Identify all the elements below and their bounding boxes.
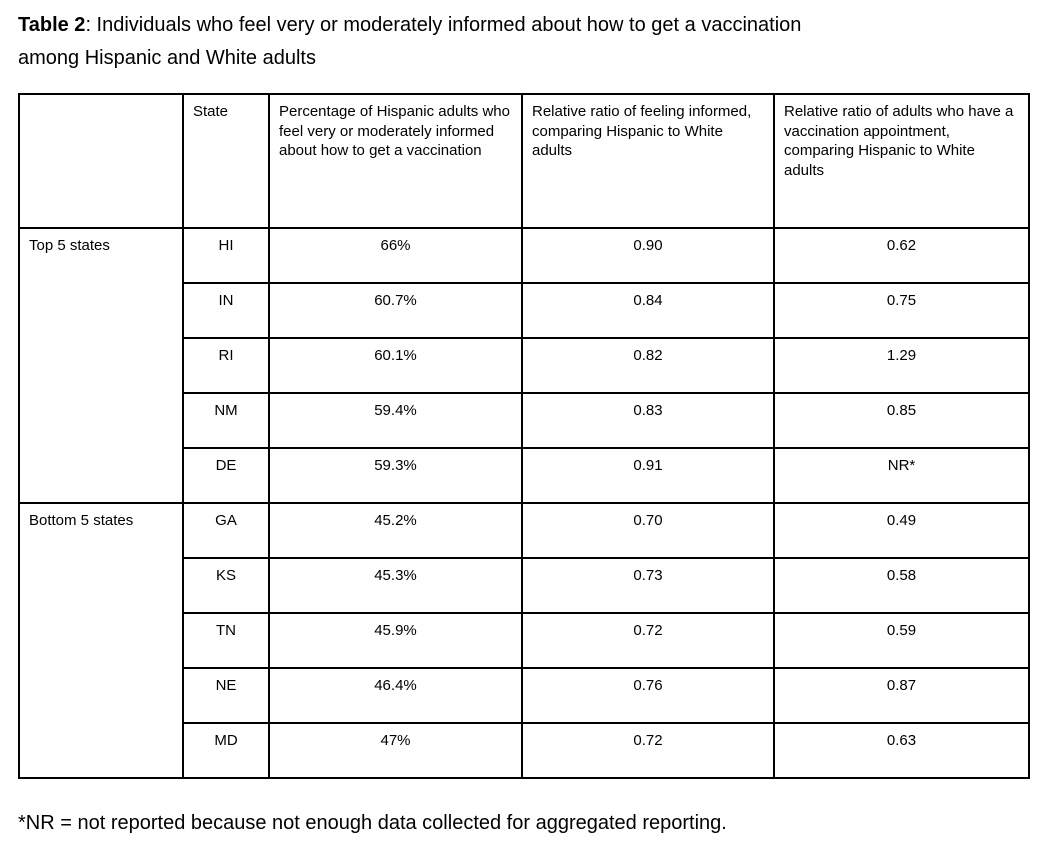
cell-state: MD	[182, 722, 270, 779]
cell-ratio-appointment: 0.85	[773, 392, 1030, 449]
cell-state: TN	[182, 612, 270, 669]
cell-percent: 45.2%	[268, 502, 523, 559]
table-row: IN 60.7% 0.84 0.75	[19, 282, 1030, 339]
table-title-label: Table 2	[18, 14, 86, 36]
cell-state: NE	[182, 667, 270, 724]
cell-state: NM	[182, 392, 270, 449]
table-title: Table 2: Individuals who feel very or mo…	[18, 9, 801, 75]
cell-state: RI	[182, 337, 270, 394]
cell-percent: 66%	[268, 227, 523, 284]
header-row: State Percentage of Hispanic adults who …	[18, 93, 1030, 229]
data-table: State Percentage of Hispanic adults who …	[18, 93, 1030, 779]
cell-state: GA	[182, 502, 270, 559]
cell-percent: 46.4%	[268, 667, 523, 724]
header-empty	[18, 93, 184, 229]
table-title-line1: Table 2: Individuals who feel very or mo…	[18, 9, 801, 42]
cell-state: KS	[182, 557, 270, 614]
cell-ratio-appointment: 0.75	[773, 282, 1030, 339]
cell-ratio-appointment: 0.58	[773, 557, 1030, 614]
group-label-bottom5: Bottom 5 states	[18, 502, 184, 779]
table-row: KS 45.3% 0.73 0.58	[19, 557, 1030, 614]
table-row: NM 59.4% 0.83 0.85	[19, 392, 1030, 449]
table-row: Bottom 5 states GA 45.2% 0.70 0.49	[18, 502, 1030, 779]
column-header-state: State	[182, 93, 270, 229]
cell-ratio-informed: 0.90	[521, 227, 775, 284]
cell-ratio-informed: 0.72	[521, 612, 775, 669]
cell-percent: 59.3%	[268, 447, 523, 504]
cell-percent: 60.1%	[268, 337, 523, 394]
cell-ratio-appointment: 1.29	[773, 337, 1030, 394]
cell-ratio-informed: 0.91	[521, 447, 775, 504]
cell-ratio-appointment: 0.59	[773, 612, 1030, 669]
cell-percent: 45.3%	[268, 557, 523, 614]
cell-ratio-informed: 0.72	[521, 722, 775, 779]
cell-ratio-informed: 0.73	[521, 557, 775, 614]
cell-ratio-informed: 0.82	[521, 337, 775, 394]
cell-ratio-informed: 0.70	[521, 502, 775, 559]
column-header-ratio-appointment: Relative ratio of adults who have a vacc…	[773, 93, 1030, 229]
cell-ratio-appointment: 0.49	[773, 502, 1030, 559]
footnote-nr: *NR = not reported because not enough da…	[18, 812, 727, 834]
table-row: RI 60.1% 0.82 1.29	[19, 337, 1030, 394]
column-header-percent-informed: Percentage of Hispanic adults who feel v…	[268, 93, 523, 229]
table-title-line2: among Hispanic and White adults	[18, 47, 316, 69]
table-row: NE 46.4% 0.76 0.87	[19, 667, 1030, 724]
cell-state: DE	[182, 447, 270, 504]
cell-ratio-informed: 0.83	[521, 392, 775, 449]
cell-state: HI	[182, 227, 270, 284]
cell-ratio-informed: 0.76	[521, 667, 775, 724]
cell-percent: 59.4%	[268, 392, 523, 449]
cell-ratio-informed: 0.84	[521, 282, 775, 339]
cell-percent: 47%	[268, 722, 523, 779]
table-row: TN 45.9% 0.72 0.59	[19, 612, 1030, 669]
cell-ratio-appointment: NR*	[773, 447, 1030, 504]
cell-ratio-appointment: 0.62	[773, 227, 1030, 284]
cell-ratio-appointment: 0.63	[773, 722, 1030, 779]
table-title-text: : Individuals who feel very or moderatel…	[85, 14, 802, 36]
group-label-top5: Top 5 states	[18, 227, 184, 504]
table-row: MD 47% 0.72 0.63	[19, 722, 1030, 779]
column-header-ratio-informed: Relative ratio of feeling informed, comp…	[521, 93, 775, 229]
table-row: Top 5 states HI 66% 0.90 0.62	[18, 227, 1030, 504]
table-row: DE 59.3% 0.91 NR*	[19, 447, 1030, 504]
cell-percent: 60.7%	[268, 282, 523, 339]
cell-state: IN	[182, 282, 270, 339]
cell-percent: 45.9%	[268, 612, 523, 669]
cell-ratio-appointment: 0.87	[773, 667, 1030, 724]
